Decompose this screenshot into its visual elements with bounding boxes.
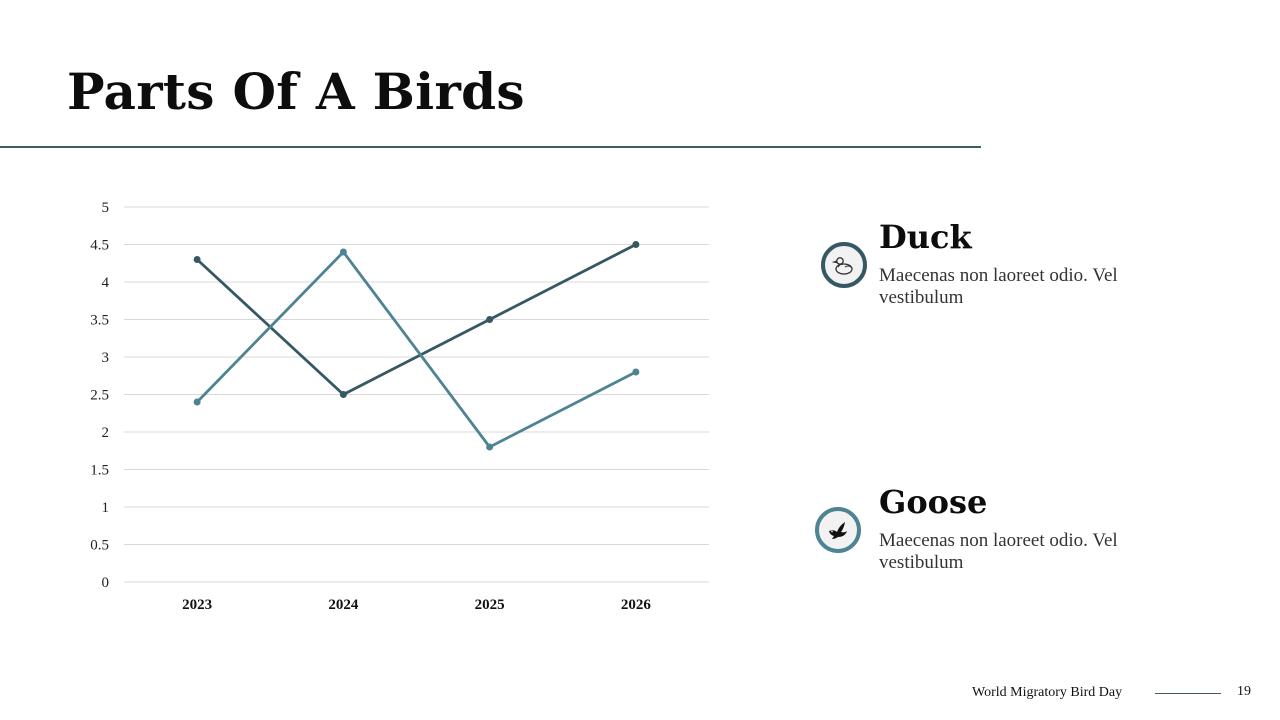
legend-title-goose: Goose (879, 483, 988, 521)
y-tick-label: 0 (102, 575, 110, 591)
y-tick-label: 4.5 (90, 238, 109, 254)
y-tick-label: 2 (102, 425, 110, 441)
slide-title: Parts Of A Birds (67, 62, 525, 121)
duck-icon-badge (821, 242, 867, 288)
footer-divider (1155, 693, 1221, 694)
series-line-2 (196, 250, 637, 449)
legend-text-duck: Maecenas non laoreet odio. Vel vestibulu… (879, 265, 1118, 308)
data-point (486, 443, 494, 451)
data-point (193, 256, 201, 263)
y-tick-label: 5 (102, 200, 110, 216)
data-point (632, 241, 640, 248)
x-tick-label: 2023 (182, 597, 212, 613)
x-tick-label: 2025 (475, 597, 505, 613)
y-tick-label: 4 (102, 275, 110, 291)
y-tick-label: 1.5 (90, 463, 109, 479)
data-point (339, 391, 347, 398)
y-tick-label: 0.5 (90, 538, 109, 554)
dove-icon-badge (815, 507, 861, 553)
data-point (632, 368, 640, 376)
x-tick-label: 2024 (328, 597, 359, 613)
y-tick-label: 2.5 (90, 388, 109, 404)
y-tick-label: 1 (102, 500, 110, 516)
data-point (486, 316, 494, 323)
dove-icon (829, 522, 847, 539)
footer-text: World Migratory Bird Day (972, 685, 1123, 700)
y-tick-label: 3 (102, 350, 110, 366)
y-tick-label: 3.5 (90, 313, 109, 329)
x-tick-label: 2026 (621, 597, 652, 613)
legend-text-goose: Maecenas non laoreet odio. Vel vestibulu… (879, 530, 1118, 573)
data-point (339, 248, 347, 256)
page-number: 19 (1237, 684, 1251, 699)
title-divider (0, 146, 981, 148)
data-point (193, 398, 201, 406)
duck-icon (831, 257, 853, 275)
legend-title-duck: Duck (879, 218, 972, 256)
